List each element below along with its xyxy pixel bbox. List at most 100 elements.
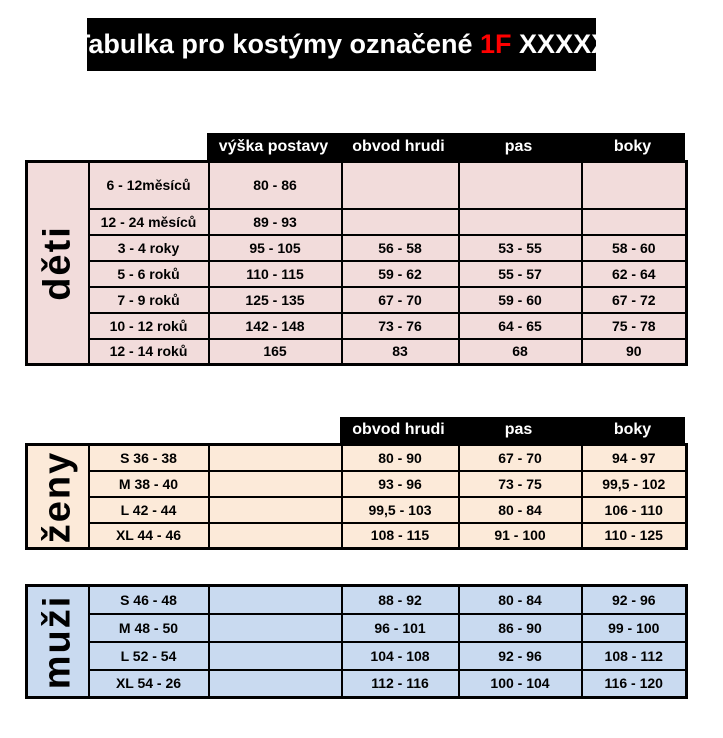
- size-cell: 125 - 135: [207, 285, 343, 314]
- size-cell: 92 - 96: [580, 584, 688, 615]
- size-cell: 62 - 64: [580, 259, 688, 288]
- size-cell: 106 - 110: [580, 495, 688, 524]
- children-column-headers: výška postavy obvod hrudi pas boky: [207, 133, 685, 160]
- row-label: M 38 - 40: [87, 469, 210, 498]
- size-cell: 95 - 105: [207, 233, 343, 262]
- title-code-highlight: 1F: [480, 29, 512, 59]
- size-cell: [580, 160, 688, 210]
- size-cell: 110 - 115: [207, 259, 343, 288]
- row-label: 6 - 12měsíců: [87, 160, 210, 210]
- size-cell: [207, 668, 343, 699]
- title-text-prefix: Tabulka pro kostýmy označené: [73, 29, 481, 59]
- column-header-obvod-hrudi: obvod hrudi: [352, 137, 445, 155]
- size-cell: [207, 612, 343, 643]
- row-label: L 42 - 44: [87, 495, 210, 524]
- size-cell: 99 - 100: [580, 612, 688, 643]
- size-cell: 89 - 93: [207, 207, 343, 236]
- table-row: L 42 - 44 99,5 - 103 80 - 84 106 - 110: [27, 495, 688, 524]
- size-cell: [207, 584, 343, 615]
- size-cell: 67 - 70: [340, 285, 460, 314]
- title-text-suffix: XXXXX: [511, 29, 610, 59]
- table-row: 5 - 6 roků 110 - 115 59 - 62 55 - 57 62 …: [27, 259, 688, 288]
- table-row: M 48 - 50 96 - 101 86 - 90 99 - 100: [27, 612, 688, 643]
- column-header-obvod-hrudi: obvod hrudi: [352, 421, 445, 438]
- row-label: M 48 - 50: [87, 612, 210, 643]
- table-row: děti 6 - 12měsíců 80 - 86: [25, 160, 688, 366]
- size-cell: 96 - 101: [340, 612, 460, 643]
- group-label-text: ženy: [36, 450, 79, 543]
- size-cell: 90: [580, 337, 688, 366]
- size-cell: [457, 207, 583, 236]
- table-row: 12 - 24 měsíců 89 - 93: [27, 207, 688, 236]
- size-cell: 67 - 70: [457, 443, 583, 472]
- size-cell: 83: [340, 337, 460, 366]
- row-label: 5 - 6 roků: [87, 259, 210, 288]
- size-cell: 110 - 125: [580, 521, 688, 550]
- size-cell: 80 - 90: [340, 443, 460, 472]
- table-row: 7 - 9 roků 125 - 135 67 - 70 59 - 60 67 …: [27, 285, 688, 314]
- row-label: XL 54 - 26: [87, 668, 210, 699]
- size-cell: 112 - 116: [340, 668, 460, 699]
- row-label: 3 - 4 roky: [87, 233, 210, 262]
- row-label: 10 - 12 roků: [87, 311, 210, 340]
- size-cell: 92 - 96: [457, 640, 583, 671]
- men-size-table: muži S 46 - 48 88 - 92 80 - 84 92 - 96 M…: [25, 584, 688, 699]
- size-cell: [457, 160, 583, 210]
- size-cell: 108 - 115: [340, 521, 460, 550]
- size-cell: [580, 207, 688, 236]
- group-label-text: muži: [36, 594, 79, 689]
- size-cell: 80 - 84: [457, 584, 583, 615]
- column-header-vyska-postavy: výška postavy: [218, 137, 329, 155]
- row-label: 7 - 9 roků: [87, 285, 210, 314]
- column-header-pas: pas: [504, 421, 533, 438]
- size-cell: 142 - 148: [207, 311, 343, 340]
- size-cell: [207, 443, 343, 472]
- size-cell: [207, 495, 343, 524]
- size-cell: 99,5 - 102: [580, 469, 688, 498]
- row-label: L 52 - 54: [87, 640, 210, 671]
- group-label-deti: děti: [25, 160, 90, 366]
- size-cell: 86 - 90: [457, 612, 583, 643]
- table-row: XL 44 - 46 108 - 115 91 - 100 110 - 125: [27, 521, 688, 550]
- row-label: 12 - 24 měsíců: [87, 207, 210, 236]
- size-cell: 56 - 58: [340, 233, 460, 262]
- table-row: 3 - 4 roky 95 - 105 56 - 58 53 - 55 58 -…: [27, 233, 688, 262]
- size-cell: 68: [457, 337, 583, 366]
- size-cell: 116 - 120: [580, 668, 688, 699]
- size-cell: [207, 640, 343, 671]
- women-column-headers: obvod hrudi pas boky: [340, 417, 685, 443]
- column-header-boky: boky: [613, 137, 652, 155]
- group-label-zeny: ženy: [25, 443, 90, 550]
- size-cell: 64 - 65: [457, 311, 583, 340]
- size-cell: 59 - 60: [457, 285, 583, 314]
- table-row: L 52 - 54 104 - 108 92 - 96 108 - 112: [27, 640, 688, 671]
- size-cell: 59 - 62: [340, 259, 460, 288]
- row-label: S 36 - 38: [87, 443, 210, 472]
- table-row: muži S 46 - 48 88 - 92 80 - 84 92 - 96: [25, 584, 688, 699]
- size-cell: [207, 521, 343, 550]
- column-header-boky: boky: [613, 421, 652, 438]
- size-cell: [207, 469, 343, 498]
- size-cell: 93 - 96: [340, 469, 460, 498]
- table-row: 12 - 14 roků 165 83 68 90: [27, 337, 688, 366]
- size-cell: 73 - 76: [340, 311, 460, 340]
- size-cell: 99,5 - 103: [340, 495, 460, 524]
- row-label: XL 44 - 46: [87, 521, 210, 550]
- women-size-table: ženy S 36 - 38 80 - 90 67 - 70 94 - 97 M…: [25, 443, 688, 550]
- size-cell: 94 - 97: [580, 443, 688, 472]
- row-label: S 46 - 48: [87, 584, 210, 615]
- size-cell: 104 - 108: [340, 640, 460, 671]
- size-cell: [340, 207, 460, 236]
- size-cell: 100 - 104: [457, 668, 583, 699]
- size-cell: 67 - 72: [580, 285, 688, 314]
- row-label: 12 - 14 roků: [87, 337, 210, 366]
- title-bar: Tabulka pro kostýmy označené 1F XXXXX: [74, 18, 609, 71]
- table-row: 10 - 12 roků 142 - 148 73 - 76 64 - 65 7…: [27, 311, 688, 340]
- table-row: XL 54 - 26 112 - 116 100 - 104 116 - 120: [27, 668, 688, 699]
- size-cell: 55 - 57: [457, 259, 583, 288]
- table-row: M 38 - 40 93 - 96 73 - 75 99,5 - 102: [27, 469, 688, 498]
- size-cell: 88 - 92: [340, 584, 460, 615]
- size-cell: 80 - 84: [457, 495, 583, 524]
- group-label-muzi: muži: [25, 584, 90, 699]
